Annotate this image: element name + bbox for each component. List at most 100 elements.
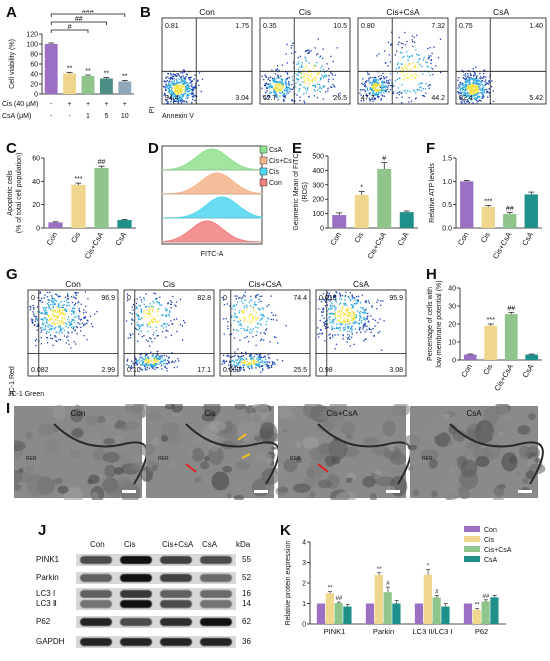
event-dot: [235, 361, 238, 364]
event-dot: [363, 324, 366, 326]
event-dot: [414, 76, 416, 78]
event-dot: [169, 300, 172, 302]
event-dot: [333, 327, 336, 330]
event-dot: [227, 325, 229, 327]
event-dot: [479, 77, 481, 79]
event-dot: [280, 90, 282, 92]
event-dot: [170, 306, 172, 309]
event-dot: [145, 339, 148, 341]
event-dot: [363, 100, 365, 102]
event-dot: [83, 323, 85, 326]
event-dot: [356, 310, 359, 312]
event-dot: [49, 334, 52, 336]
event-dot: [353, 313, 356, 316]
event-dot: [482, 91, 485, 93]
significance-mark: **: [122, 74, 128, 81]
event-dot: [326, 63, 328, 65]
event-dot: [464, 90, 466, 92]
event-dot: [472, 78, 474, 80]
event-dot: [161, 356, 163, 358]
event-dot: [468, 93, 470, 95]
event-dot: [339, 294, 341, 296]
event-dot: [156, 354, 158, 356]
event-dot: [262, 308, 265, 310]
event-dot: [268, 87, 270, 89]
event-dot: [184, 82, 186, 85]
event-dot: [257, 327, 259, 329]
event-dot: [145, 305, 147, 308]
event-dot: [274, 92, 277, 94]
event-dot: [427, 66, 429, 68]
event-dot: [256, 294, 258, 297]
blot-column-label: Con: [90, 540, 105, 549]
event-dot: [152, 355, 154, 357]
significance-mark: *: [360, 184, 363, 191]
event-dot: [259, 332, 262, 334]
event-dot: [371, 82, 373, 84]
event-dot: [285, 87, 287, 89]
event-dot: [474, 89, 476, 92]
blot-band: [120, 574, 152, 582]
micrograph-texture: [522, 478, 529, 484]
event-dot: [369, 100, 371, 102]
event-dot: [358, 323, 361, 325]
event-dot: [163, 92, 166, 95]
event-dot: [45, 321, 48, 324]
micrograph-texture: [200, 461, 210, 470]
event-dot: [468, 97, 470, 100]
event-dot: [30, 306, 32, 309]
event-dot: [241, 362, 244, 364]
event-dot: [193, 78, 195, 80]
event-dot: [343, 312, 345, 314]
event-dot: [470, 98, 472, 100]
event-dot: [54, 323, 56, 326]
event-dot: [396, 63, 399, 66]
event-dot: [430, 59, 433, 61]
event-dot: [435, 65, 437, 67]
event-dot: [66, 294, 69, 297]
event-dot: [247, 365, 250, 367]
event-dot: [238, 356, 240, 358]
event-dot: [291, 52, 293, 54]
significance-mark: *: [427, 564, 430, 570]
y-axis-label: Percentage of cells with: [427, 287, 434, 361]
significance-mark: **: [377, 567, 382, 573]
event-dot: [322, 293, 325, 295]
event-dot: [475, 66, 477, 68]
event-dot: [135, 361, 138, 363]
blot-row: P62 62: [36, 616, 268, 628]
legend-label: Cis+CsA: [484, 547, 512, 554]
panel-h-chart: Percentage of cells with low membrane pot…: [427, 280, 542, 392]
event-dot: [466, 73, 469, 75]
event-dot: [173, 78, 175, 80]
event-dot: [418, 59, 420, 61]
event-dot: [153, 317, 155, 319]
event-dot: [343, 320, 345, 322]
blot-band: [80, 574, 112, 582]
event-dot: [303, 75, 305, 77]
event-dot: [72, 318, 74, 321]
event-dot: [360, 302, 362, 304]
event-dot: [130, 365, 132, 367]
event-dot: [167, 330, 169, 332]
event-dot: [428, 55, 430, 57]
event-dot: [248, 331, 251, 333]
event-dot: [337, 319, 339, 321]
event-dot: [310, 70, 312, 72]
quadrant-ul: 0.81: [165, 23, 179, 30]
event-dot: [261, 359, 264, 362]
event-dot: [303, 93, 305, 95]
event-dot: [422, 87, 425, 90]
event-dot: [270, 91, 273, 94]
event-dot: [252, 336, 254, 338]
event-dot: [309, 75, 311, 77]
event-dot: [75, 292, 77, 294]
event-dot: [460, 86, 462, 89]
event-dot: [358, 328, 360, 330]
event-dot: [151, 364, 153, 367]
event-dot: [366, 317, 368, 319]
y-tick-label: 10: [448, 340, 456, 347]
event-dot: [275, 87, 277, 89]
plot-frame: [357, 17, 449, 105]
event-dot: [173, 93, 175, 95]
